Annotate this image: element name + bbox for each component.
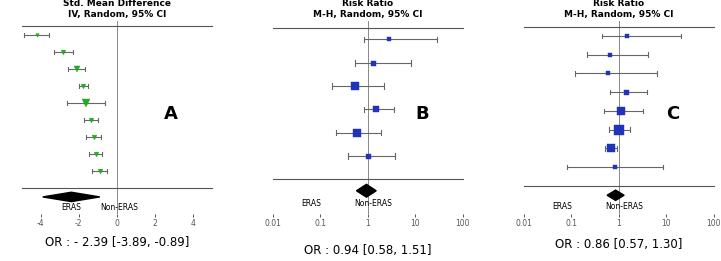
Text: ERAS: ERAS (301, 199, 322, 208)
Polygon shape (356, 184, 376, 197)
Text: Non-ERAS: Non-ERAS (355, 199, 392, 208)
Polygon shape (43, 192, 99, 202)
Text: Non-ERAS: Non-ERAS (606, 202, 643, 211)
Text: OR : 0.86 [0.57, 1.30]: OR : 0.86 [0.57, 1.30] (555, 238, 682, 251)
Text: OR : - 2.39 [-3.89, -0.89]: OR : - 2.39 [-3.89, -0.89] (45, 236, 189, 249)
Text: A: A (164, 105, 178, 123)
Text: ERAS: ERAS (61, 203, 81, 212)
Text: B: B (415, 105, 429, 123)
Text: Non-ERAS: Non-ERAS (101, 203, 138, 212)
Polygon shape (607, 190, 624, 200)
Title: Std. Mean Difference
IV, Random, 95% CI: Std. Mean Difference IV, Random, 95% CI (63, 0, 171, 19)
Text: C: C (666, 105, 679, 123)
Text: OR : 0.94 [0.58, 1.51]: OR : 0.94 [0.58, 1.51] (304, 244, 431, 257)
Title: Risk Ratio
M-H, Random, 95% CI: Risk Ratio M-H, Random, 95% CI (564, 0, 673, 19)
Title: Risk Ratio
M-H, Random, 95% CI: Risk Ratio M-H, Random, 95% CI (313, 0, 423, 19)
Text: ERAS: ERAS (553, 202, 572, 211)
